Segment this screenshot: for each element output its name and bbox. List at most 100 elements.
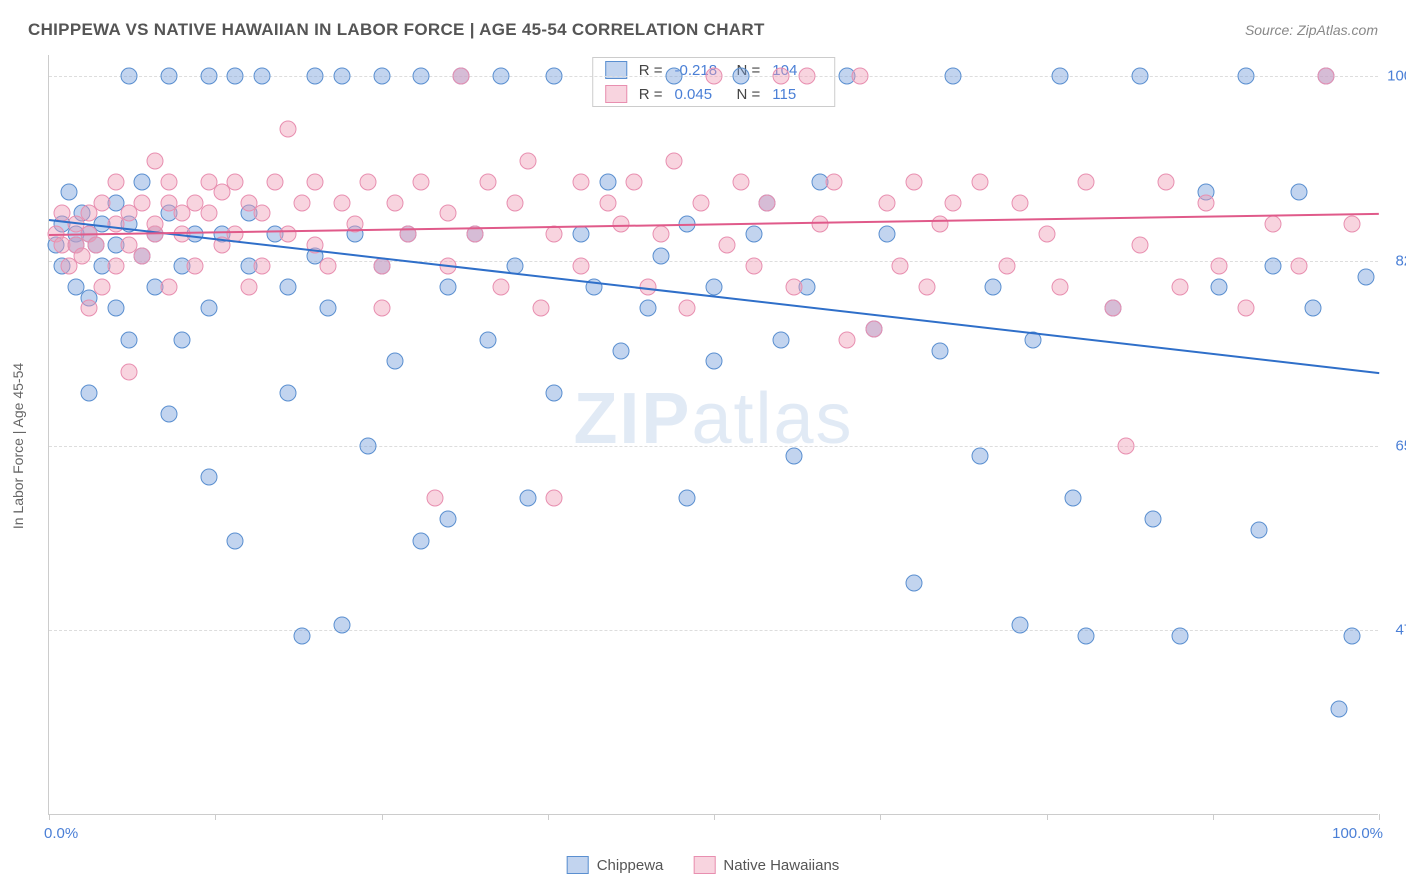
- scatter-point: [200, 300, 217, 317]
- scatter-point: [692, 194, 709, 211]
- scatter-point: [719, 237, 736, 254]
- scatter-point: [573, 173, 590, 190]
- scatter-point: [440, 279, 457, 296]
- scatter-point: [1251, 522, 1268, 539]
- scatter-point: [732, 68, 749, 85]
- x-tick: [548, 814, 549, 820]
- scatter-point: [1171, 627, 1188, 644]
- scatter-point: [160, 405, 177, 422]
- scatter-point: [519, 152, 536, 169]
- scatter-point: [1331, 701, 1348, 718]
- x-tick: [1047, 814, 1048, 820]
- scatter-point: [573, 226, 590, 243]
- scatter-point: [1264, 215, 1281, 232]
- scatter-point: [546, 226, 563, 243]
- scatter-point: [1291, 258, 1308, 275]
- x-tick: [1379, 814, 1380, 820]
- watermark-suffix: atlas: [691, 379, 853, 459]
- scatter-point: [373, 68, 390, 85]
- scatter-point: [679, 300, 696, 317]
- scatter-point: [267, 173, 284, 190]
- scatter-point: [280, 226, 297, 243]
- scatter-point: [892, 258, 909, 275]
- scatter-point: [932, 215, 949, 232]
- scatter-point: [120, 332, 137, 349]
- scatter-point: [1078, 173, 1095, 190]
- scatter-point: [679, 490, 696, 507]
- scatter-point: [1198, 194, 1215, 211]
- scatter-point: [599, 173, 616, 190]
- x-tick: [382, 814, 383, 820]
- scatter-point: [546, 490, 563, 507]
- scatter-point: [200, 68, 217, 85]
- x-tick: [714, 814, 715, 820]
- scatter-point: [134, 173, 151, 190]
- scatter-point: [147, 152, 164, 169]
- scatter-point: [1171, 279, 1188, 296]
- scatter-point: [639, 300, 656, 317]
- scatter-point: [573, 258, 590, 275]
- stats-r-value: 0.045: [675, 86, 725, 103]
- scatter-point: [440, 511, 457, 528]
- scatter-point: [519, 490, 536, 507]
- regression-line: [49, 219, 1379, 374]
- scatter-point: [706, 279, 723, 296]
- scatter-point: [972, 448, 989, 465]
- x-axis-min-label: 0.0%: [44, 825, 78, 842]
- scatter-point: [360, 173, 377, 190]
- scatter-point: [732, 173, 749, 190]
- scatter-point: [706, 68, 723, 85]
- scatter-point: [1051, 279, 1068, 296]
- scatter-point: [227, 68, 244, 85]
- scatter-point: [1264, 258, 1281, 275]
- scatter-point: [1078, 627, 1095, 644]
- scatter-point: [1011, 194, 1028, 211]
- scatter-point: [386, 194, 403, 211]
- x-tick: [215, 814, 216, 820]
- scatter-point: [333, 68, 350, 85]
- x-axis-max-label: 100.0%: [1332, 825, 1383, 842]
- scatter-point: [759, 194, 776, 211]
- x-tick: [49, 814, 50, 820]
- scatter-point: [1065, 490, 1082, 507]
- scatter-point: [94, 194, 111, 211]
- scatter-point: [87, 237, 104, 254]
- scatter-point: [652, 247, 669, 264]
- scatter-point: [200, 469, 217, 486]
- scatter-point: [972, 173, 989, 190]
- scatter-point: [386, 353, 403, 370]
- scatter-point: [134, 194, 151, 211]
- scatter-point: [865, 321, 882, 338]
- scatter-point: [839, 332, 856, 349]
- scatter-point: [134, 247, 151, 264]
- scatter-point: [453, 68, 470, 85]
- scatter-point: [666, 152, 683, 169]
- scatter-point: [772, 68, 789, 85]
- scatter-point: [307, 173, 324, 190]
- y-tick-label: 100.0%: [1383, 68, 1406, 85]
- scatter-point: [60, 184, 77, 201]
- scatter-point: [1105, 300, 1122, 317]
- scatter-point: [1158, 173, 1175, 190]
- scatter-point: [107, 173, 124, 190]
- scatter-point: [626, 173, 643, 190]
- scatter-point: [293, 627, 310, 644]
- scatter-point: [479, 173, 496, 190]
- scatter-point: [918, 279, 935, 296]
- scatter-point: [905, 173, 922, 190]
- scatter-point: [1357, 268, 1374, 285]
- scatter-point: [1038, 226, 1055, 243]
- stats-row: R =0.045N =115: [593, 82, 835, 106]
- scatter-point: [998, 258, 1015, 275]
- legend-swatch: [693, 856, 715, 874]
- scatter-point: [253, 205, 270, 222]
- scatter-point: [1144, 511, 1161, 528]
- scatter-point: [373, 258, 390, 275]
- stats-r-label: R =: [639, 86, 663, 103]
- scatter-point: [905, 574, 922, 591]
- scatter-point: [599, 194, 616, 211]
- scatter-point: [227, 532, 244, 549]
- scatter-point: [1211, 258, 1228, 275]
- legend-label: Chippewa: [597, 857, 664, 874]
- scatter-point: [80, 300, 97, 317]
